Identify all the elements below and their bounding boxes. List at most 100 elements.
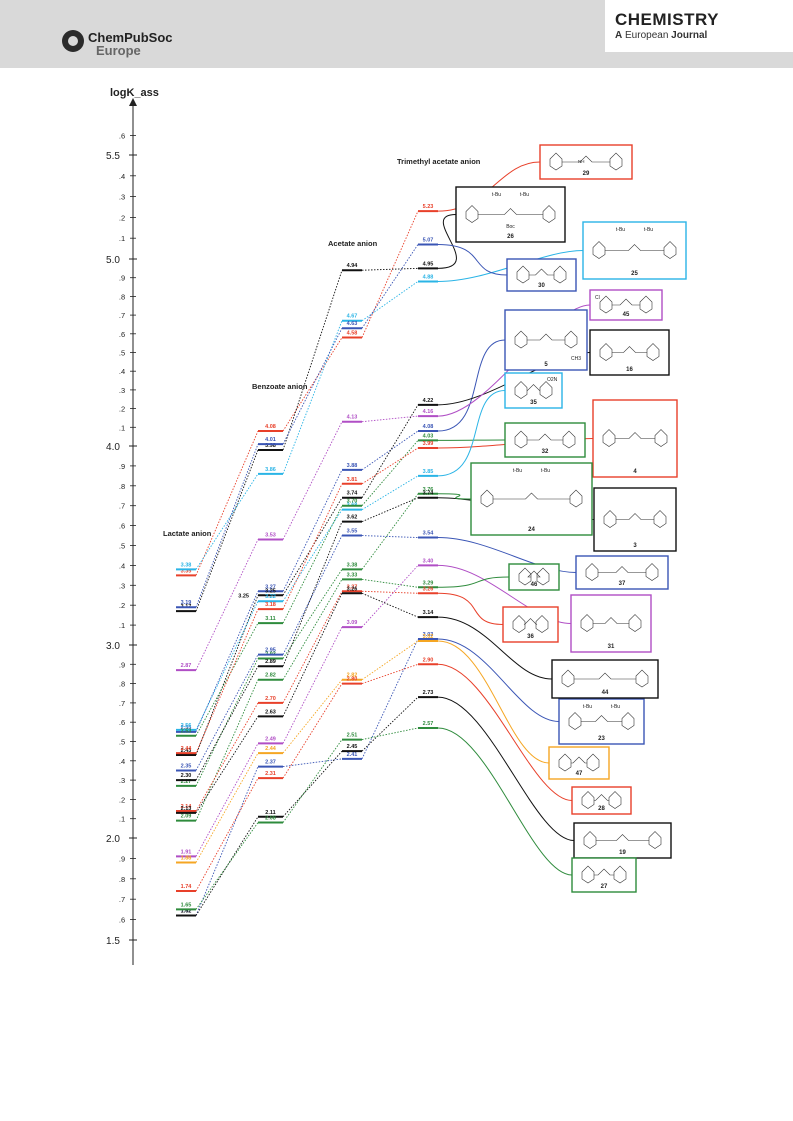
- level-value-label: 2.35: [181, 763, 192, 769]
- level-value-label: 4.63: [347, 321, 358, 327]
- ring-icon: [653, 510, 667, 528]
- tbu-label: t-Bu: [644, 227, 653, 233]
- level-value-label: 2.57: [423, 721, 434, 727]
- compound-frame: [504, 372, 563, 409]
- y-minor-tick-label: .1: [119, 815, 125, 824]
- compound-label: 28: [598, 806, 605, 812]
- ring-icon: [609, 152, 623, 171]
- level-value-label: 4.08: [265, 424, 276, 430]
- anion-title: Acetate anion: [328, 239, 378, 248]
- bond-icon: [615, 432, 655, 439]
- ring-icon: [535, 615, 549, 633]
- level-value-label: 3.62: [347, 515, 358, 521]
- level-value-label: 2.70: [265, 696, 276, 702]
- level-value-label: 2.55: [181, 725, 192, 731]
- level-value-label: 3.38: [347, 562, 358, 568]
- level-value-label: 3.33: [347, 572, 358, 578]
- compound-frame: [592, 399, 678, 478]
- level-value-label: 3.25: [238, 593, 249, 599]
- level-value-label: 2.08: [265, 816, 276, 822]
- bond-icon: [594, 868, 614, 876]
- level-value-label: 4.94: [347, 263, 359, 269]
- level-value-label: 3.25: [265, 588, 276, 594]
- compound-frame: [582, 221, 687, 280]
- connector-line: [361, 663, 419, 685]
- level-value-label: 4.67: [347, 314, 358, 320]
- compound-frame: [558, 698, 645, 745]
- ring-icon: [586, 753, 600, 772]
- ring-icon: [514, 430, 528, 449]
- ring-icon: [539, 381, 553, 399]
- compound-label: 31: [608, 644, 615, 650]
- connector-line: [282, 469, 343, 592]
- y-minor-tick-label: .7: [119, 502, 125, 511]
- connector-line: [361, 210, 419, 338]
- compound-box-46: 46: [508, 563, 560, 591]
- level-value-label: 1.88: [181, 855, 192, 861]
- compound-label: 45: [623, 312, 630, 318]
- compound-connector: [437, 576, 510, 588]
- tbu-label: t-Bu: [541, 468, 550, 474]
- y-axis-arrow: [129, 98, 137, 106]
- connector-line: [361, 696, 419, 752]
- connector-line: [195, 601, 259, 731]
- level-value-label: 3.74: [423, 491, 435, 497]
- level-value-label: 3.14: [423, 610, 435, 616]
- compound-frame: [575, 555, 669, 590]
- compound-label: 24: [528, 527, 535, 533]
- connector-lines: [195, 210, 419, 916]
- compound-frame: [506, 258, 577, 292]
- compound-box-36: 36: [502, 606, 559, 643]
- ring-icon: [536, 567, 550, 586]
- connector-line: [361, 244, 419, 329]
- ring-icon: [465, 205, 479, 223]
- compound-box-19: 19: [573, 822, 672, 859]
- y-minor-tick-label: .4: [119, 757, 125, 766]
- compound-frame: [508, 563, 560, 591]
- compound-frame: [589, 289, 663, 321]
- connector-line: [361, 475, 419, 511]
- level-value-label: 2.37: [265, 760, 276, 766]
- y-major-tick-label: 5.0: [106, 255, 120, 266]
- y-minor-tick-label: .9: [119, 274, 125, 283]
- ring-icon: [480, 489, 494, 508]
- level-value-label: 4.08: [423, 424, 434, 430]
- compound-connector: [437, 640, 550, 764]
- compound-frame: [504, 309, 588, 371]
- connector-line: [361, 565, 419, 628]
- level-value-label: 3.86: [265, 467, 276, 473]
- compound-label: 3: [633, 543, 637, 549]
- bond-icon: [574, 672, 636, 680]
- level-value-label: 3.29: [423, 580, 434, 586]
- level-value-label: 2.41: [347, 752, 358, 758]
- bond-icon: [612, 346, 647, 353]
- bond-icon: [605, 244, 664, 251]
- compound-box-4: 4: [592, 399, 678, 478]
- connector-line: [361, 578, 419, 588]
- level-value-label: 3.09: [347, 620, 358, 626]
- y-minor-tick-label: .3: [119, 581, 125, 590]
- compound-connector: [437, 616, 553, 680]
- connector-line: [195, 716, 259, 814]
- connector-line: [361, 727, 419, 741]
- compound-frame: [539, 144, 633, 180]
- connector-line: [282, 535, 343, 655]
- compound-frame: [589, 329, 670, 376]
- compound-label: 47: [576, 771, 583, 777]
- level-value-label: 3.18: [265, 602, 276, 608]
- energy-levels: 3.354.084.585.233.173.984.944.953.383.86…: [176, 204, 438, 917]
- y-minor-tick-label: .2: [119, 405, 125, 414]
- tbu-label: t-Bu: [616, 227, 625, 233]
- compound-box-31: 31: [570, 594, 652, 653]
- ring-icon: [654, 429, 668, 447]
- compound-box-27: 27: [571, 857, 637, 893]
- compound-label: 5: [544, 362, 548, 368]
- anion-title: Lactate anion: [163, 529, 212, 538]
- bond-icon: [562, 155, 610, 163]
- level-value-label: 3.70: [347, 499, 358, 505]
- y-minor-tick-label: .1: [119, 234, 125, 243]
- level-value-label: 4.95: [423, 261, 434, 267]
- ring-icon: [514, 330, 528, 349]
- level-value-label: 3.76: [423, 487, 434, 493]
- ring-icon: [568, 712, 582, 730]
